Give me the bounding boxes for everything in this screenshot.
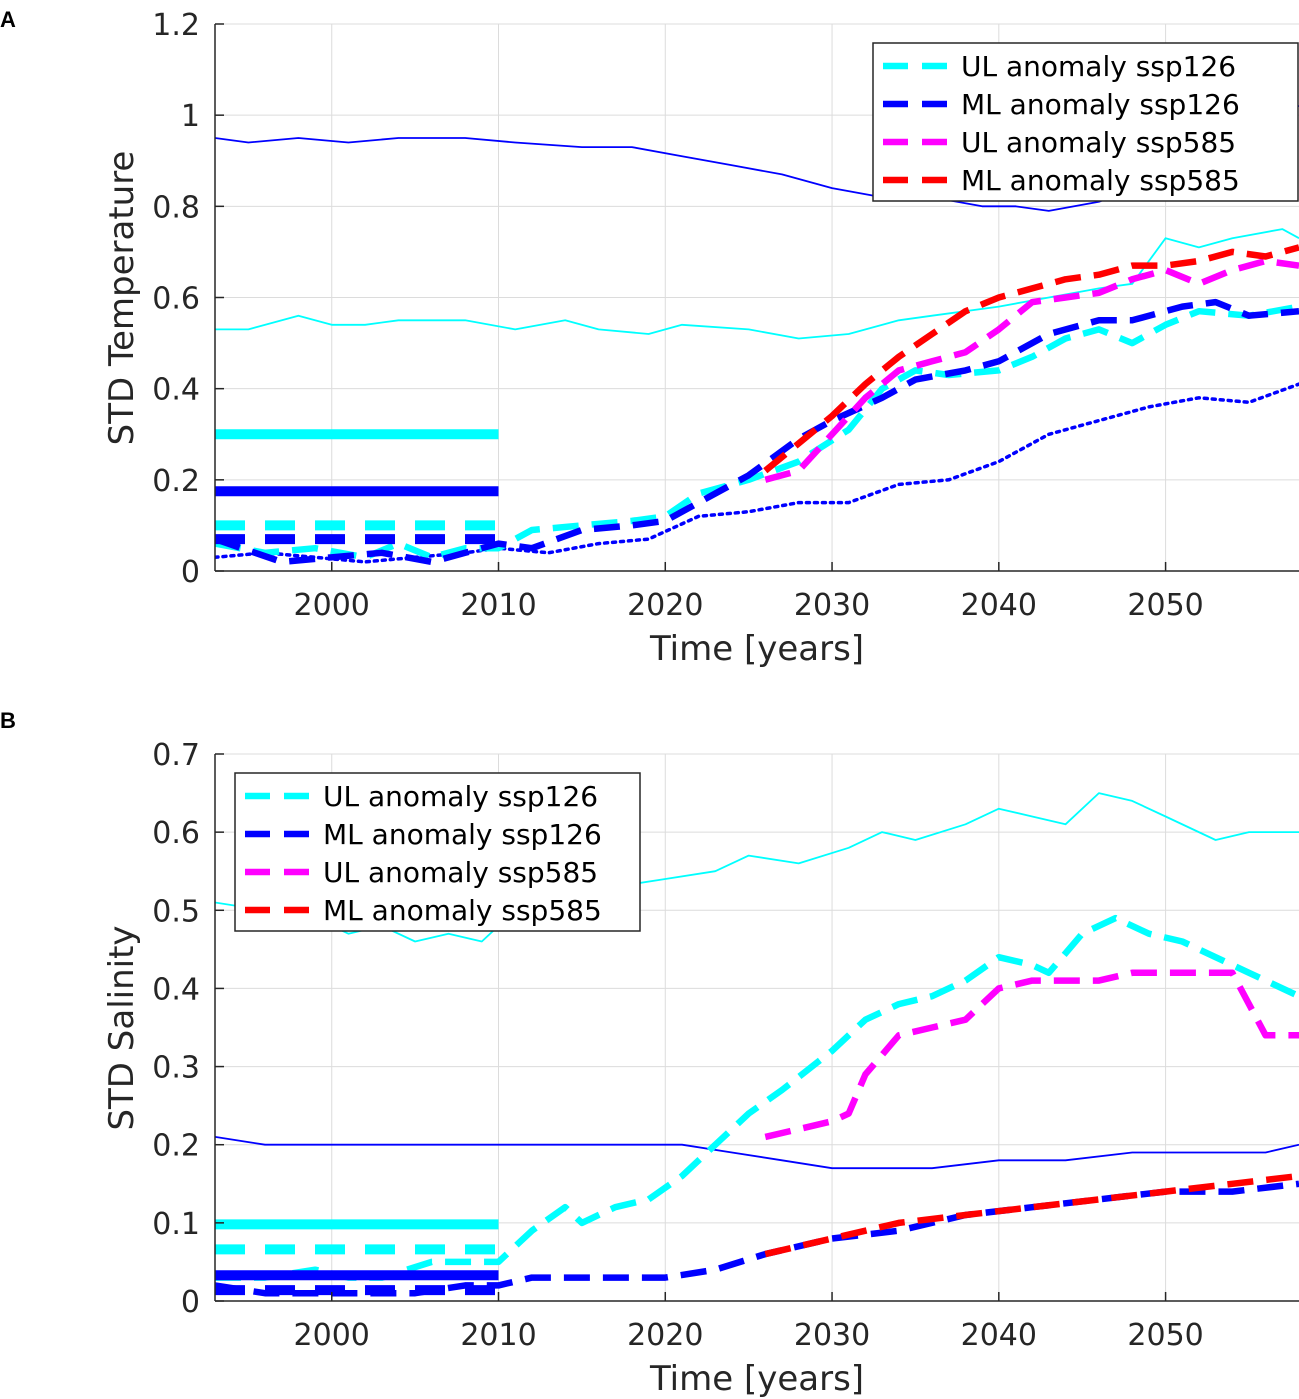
panel-b-ytick-label-2: 0.2 [152, 1129, 200, 1164]
panel-a-ytick-label-0: 0 [181, 555, 200, 590]
panel-a-xtick-label-2030: 2030 [794, 588, 870, 623]
panel-b-salinity: B 2000 2010 2020 2030 2040 2050 0 0.1 0.2 0.3 0.4 0… [0, 708, 1299, 1399]
panel-b-series-ul-anomaly-ssp126 [215, 914, 1299, 1281]
panel-b-ytick-label-5: 0.5 [152, 894, 200, 929]
panel-a-series-ul-anomaly-ssp126 [215, 303, 1299, 561]
panel-b-legend-label-1: ML anomaly ssp126 [323, 818, 602, 851]
panel-b-series-ml-climatology-std [215, 1136, 1299, 1170]
panel-b-ytick-label-4: 0.4 [152, 972, 200, 1007]
panel-b-axes: 2000 2010 2020 2030 2040 2050 0 0.1 0.2 0.3 0.4 0.5… [152, 738, 1299, 1353]
panel-a-axes: 2000 2010 2020 2030 2040 2050 0 0.2 0.4 0.6 0.8 1 1.… [152, 8, 1299, 623]
panel-b-xtick-label-2040: 2040 [961, 1318, 1037, 1353]
panel-a-xtick-label-2010: 2010 [460, 588, 536, 623]
panel-b-ytick-label-3: 0.3 [152, 1051, 200, 1086]
panel-b-xlabel: Time [years] [649, 1359, 864, 1399]
panel-a-ytick-label-4: 0.8 [152, 190, 200, 225]
panel-b-ytick-label-0: 0 [181, 1285, 200, 1320]
panel-b-series-ul-anomaly-ssp585 [764, 969, 1299, 1141]
panel-a-ytick-label-3: 0.6 [152, 282, 200, 317]
panel-a-ylabel: STD Temperature [102, 151, 142, 446]
panel-a-series-ml-anomaly-ssp585 [763, 244, 1299, 474]
panel-b-legend-label-0: UL anomaly ssp126 [323, 780, 598, 813]
panel-a-ytick-label-5: 1 [181, 99, 200, 134]
panel-a-series-ml-anomaly-ssp126 [215, 298, 1299, 566]
panel-b-legend-label-3: ML anomaly ssp585 [323, 894, 602, 927]
panel-a-data [215, 105, 1299, 566]
panel-a-series-ul-climatology-std [215, 228, 1299, 340]
panel-a-legend-label-3: ML anomaly ssp585 [961, 164, 1240, 197]
panel-b-series-ul-climatology-std [215, 792, 1299, 943]
panel-b-xtick-label-2030: 2030 [794, 1318, 870, 1353]
panel-a-ytick-label-6: 1.2 [152, 8, 200, 43]
panel-a-xtick-label-2040: 2040 [961, 588, 1037, 623]
panel-b-series-ml-anomaly-ssp585 [764, 1172, 1299, 1258]
panel-b-legend: UL anomaly ssp126 ML anomaly ssp126 UL ano… [234, 772, 641, 932]
panel-b-ytick-label-6: 0.6 [152, 816, 200, 851]
panel-b-xtick-label-2010: 2010 [460, 1318, 536, 1353]
panel-b-letter: B [0, 708, 16, 733]
panel-b-xtick-label-2020: 2020 [627, 1318, 703, 1353]
panel-b-xtick-label-2050: 2050 [1127, 1318, 1203, 1353]
panel-b-ytick-label-7: 0.7 [152, 738, 200, 773]
panel-a-legend-label-1: ML anomaly ssp126 [961, 88, 1240, 121]
panel-a-series-ul-anomaly-ssp585 [764, 257, 1299, 483]
panel-a-xtick-label-2000: 2000 [294, 588, 370, 623]
panel-a-letter: A [0, 7, 16, 32]
panel-a-series-dotted-std [215, 382, 1299, 564]
panel-b-ytick-label-1: 0.1 [152, 1207, 200, 1242]
panel-a-legend: UL anomaly ssp126 ML anomaly ssp126 UL ano… [872, 42, 1299, 202]
panel-a-ytick-label-2: 0.4 [152, 373, 200, 408]
panel-b-data [215, 792, 1299, 1297]
panel-a-legend-box [872, 42, 1299, 202]
panel-b-legend-box [234, 772, 641, 932]
panel-a-xlabel: Time [years] [649, 629, 864, 669]
panel-a-xtick-label-2050: 2050 [1127, 588, 1203, 623]
panel-b-legend-label-2: UL anomaly ssp585 [323, 856, 598, 889]
panel-b-ylabel: STD Salinity [102, 925, 142, 1130]
panel-a-ytick-label-1: 0.2 [152, 464, 200, 499]
panel-a-legend-label-0: UL anomaly ssp126 [961, 50, 1236, 83]
panel-a-xtick-label-2020: 2020 [627, 588, 703, 623]
panel-a-temperature: A 2000 2010 2020 2030 2040 2050 0 0.2 0.4 0.6 0.8 1… [0, 7, 1299, 669]
panel-a-legend-label-2: UL anomaly ssp585 [961, 126, 1236, 159]
panel-b-xtick-label-2000: 2000 [294, 1318, 370, 1353]
